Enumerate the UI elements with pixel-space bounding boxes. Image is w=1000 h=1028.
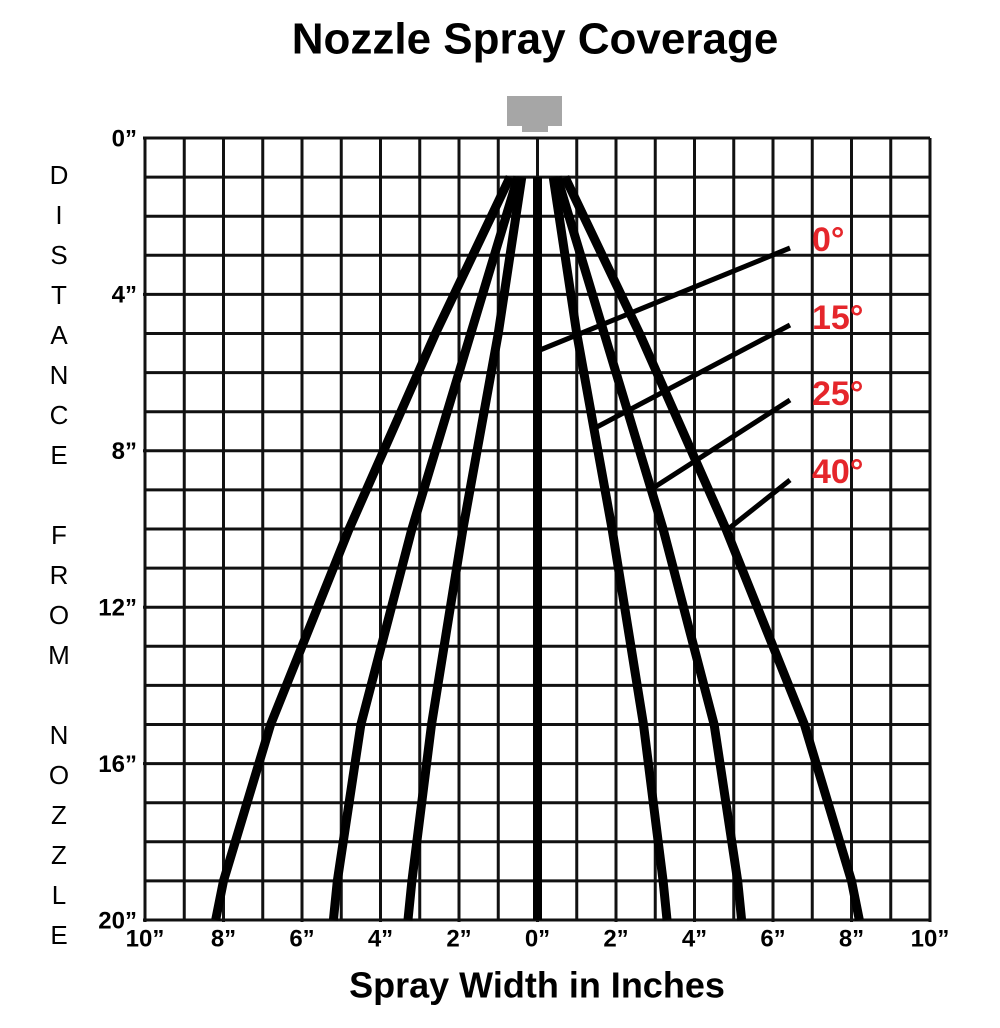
spray-line [403,176,527,921]
x-tick-label: 2” [446,925,471,952]
nozzle [507,96,562,126]
y-tick-label: 8” [112,438,137,465]
y-tick-label: 0” [112,125,137,152]
spray-line [560,175,864,921]
chart-title: Nozzle Spray Coverage [292,15,779,64]
x-tick-label: 6” [289,925,314,952]
x-tick-label: 2” [603,925,628,952]
leader-line [725,478,792,532]
x-tick-label: 0” [525,925,550,952]
y-tick-label: 20” [98,907,137,934]
x-tick-label: 8” [839,925,864,952]
angle-label: 25° [812,375,863,413]
x-tick-label: 8” [211,925,236,952]
x-tick-label: 10” [911,925,950,952]
nozzle-tip [522,124,548,132]
x-tick-label: 4” [682,925,707,952]
leader-line [539,245,791,353]
angle-label: 15° [812,299,863,337]
y-tick-label: 12” [98,595,137,622]
angle-label: 0° [812,221,845,259]
spray-line [548,176,672,921]
spray-line [552,175,747,921]
x-tick-label: 4” [368,925,393,952]
y-axis-label: DISTANCE FROM NOZZLE [44,160,74,960]
spray-line [328,175,523,921]
x-axis-label: Spray Width in Inches [349,965,725,1006]
y-tick-label: 4” [112,282,137,309]
spray-line [211,175,515,921]
angle-label: 40° [812,453,863,491]
x-tick-label: 10” [126,925,165,952]
y-tick-label: 16” [98,751,137,778]
x-tick-label: 6” [760,925,785,952]
leader-line [648,397,792,493]
